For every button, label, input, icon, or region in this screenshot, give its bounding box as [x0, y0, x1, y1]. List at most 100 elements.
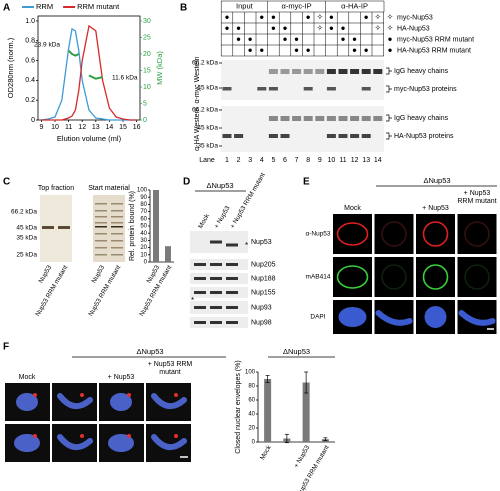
micrograph: [333, 214, 372, 254]
x-tick-label: 14: [106, 124, 114, 131]
annotation: 11.6 kDa: [112, 75, 138, 82]
panel-label: A: [3, 3, 10, 14]
y-tick-label: 100: [245, 370, 256, 376]
marker-label: 66.2 kDa: [192, 60, 218, 67]
row-label: Nup155: [251, 289, 276, 296]
y-tick-label: 0.2: [25, 97, 35, 104]
column-label: Mock: [19, 374, 36, 381]
panel-label: C: [3, 177, 10, 188]
y-tick-label: 0.8: [25, 38, 35, 45]
table-cell: ●: [364, 46, 369, 55]
y-tick-label: 60: [140, 216, 147, 222]
row-label: Nup188: [251, 275, 276, 282]
asterisk: *: [245, 241, 248, 250]
gel-band: [95, 254, 107, 256]
y2-tick-label: 20: [143, 51, 151, 58]
column-label: Mock: [197, 212, 211, 230]
column-label: + Nup53: [108, 374, 135, 381]
gel-header: Start material: [88, 185, 130, 192]
blot-band: [222, 87, 232, 91]
table-cell: ●: [248, 35, 253, 44]
table-cell: ●: [341, 24, 346, 33]
panel-label: F: [3, 342, 9, 353]
blot-band: [226, 263, 238, 266]
table-cell: ●: [352, 46, 357, 55]
row-key: ✧: [387, 24, 394, 33]
blot-band: [280, 69, 290, 74]
band-label: IgG heavy chains: [394, 68, 449, 75]
micrograph: [333, 257, 372, 297]
gel-band: [95, 210, 107, 212]
lane-number: 14: [374, 157, 382, 164]
bar: [302, 382, 310, 442]
y-tick-label: 70: [140, 209, 147, 215]
blot-band: [210, 263, 222, 266]
table-cell: ●: [306, 46, 311, 55]
lane-number: 4: [260, 157, 264, 164]
blot-band: [350, 69, 360, 74]
y-tick-label: 20: [140, 245, 147, 251]
blot-band: [326, 116, 336, 121]
nuclear-rim: [336, 265, 369, 289]
blot-band: [361, 69, 371, 74]
blot-band: [268, 69, 278, 74]
blot-band: [268, 116, 278, 121]
y-tick-label: 50: [140, 224, 147, 230]
y-tick-label: 10: [140, 252, 147, 258]
row-label: Nup205: [251, 261, 276, 268]
table-cell: ●: [271, 24, 276, 33]
x-tick-label: 9: [39, 124, 43, 131]
error-bar: [304, 371, 309, 394]
row-label: HA-Nup53: [397, 25, 430, 32]
nuclear-rim: [422, 221, 449, 247]
gel-band: [111, 216, 123, 218]
asterisk: *: [191, 296, 194, 305]
blot-band: [326, 134, 336, 138]
row-label: DAPI: [310, 314, 325, 321]
blot-band: [194, 321, 206, 324]
table-cell: ●: [259, 13, 264, 22]
marker-label: 35 kDa: [197, 143, 218, 150]
table-cell: ●: [352, 35, 357, 44]
y2-tick-label: 10: [143, 84, 151, 91]
antibody-label: α-myc Western: [194, 56, 201, 103]
membrane-dot: [127, 393, 131, 397]
y2-tick-label: 15: [143, 67, 151, 74]
group-header: α-HA-IP: [341, 1, 368, 10]
annotation: 23.9 kDa: [34, 42, 60, 49]
series-line: [41, 27, 137, 121]
blot-band: [226, 321, 238, 324]
blot-band: [210, 321, 222, 324]
condition-label: ΔNup53: [136, 347, 163, 356]
error-bar: [284, 433, 289, 444]
band-label: HA-Nup53 proteins: [394, 133, 454, 140]
antibody-label: α-HA Western: [194, 107, 201, 151]
blot-band: [210, 240, 222, 244]
blot-band: [210, 277, 222, 280]
gel-header: Top fraction: [38, 185, 74, 192]
y2-axis-title: MW (kDa): [155, 51, 164, 85]
blot-band: [234, 134, 244, 138]
blot-band: [222, 134, 232, 138]
table-cell: ●: [341, 35, 346, 44]
lane-number: 7: [295, 157, 299, 164]
blot-band: [361, 116, 371, 121]
y-tick-label: 20: [248, 426, 255, 432]
table-cell: ●: [236, 24, 241, 33]
gel-band: [95, 240, 107, 242]
nuclear-rim: [464, 264, 490, 290]
micrograph: [374, 214, 414, 254]
panel-label: D: [183, 177, 190, 188]
series-line: [67, 49, 80, 57]
membrane-dot: [80, 393, 84, 397]
bar: [264, 379, 272, 442]
gel-band: [58, 226, 70, 229]
blot-band: [373, 116, 383, 121]
gel-band: [95, 226, 107, 228]
x-tick-label: 13: [92, 124, 100, 131]
lane-number: 11: [339, 157, 346, 164]
blot-band: [350, 116, 360, 121]
nuclear-rim: [381, 221, 407, 247]
blot-band: [226, 291, 238, 294]
